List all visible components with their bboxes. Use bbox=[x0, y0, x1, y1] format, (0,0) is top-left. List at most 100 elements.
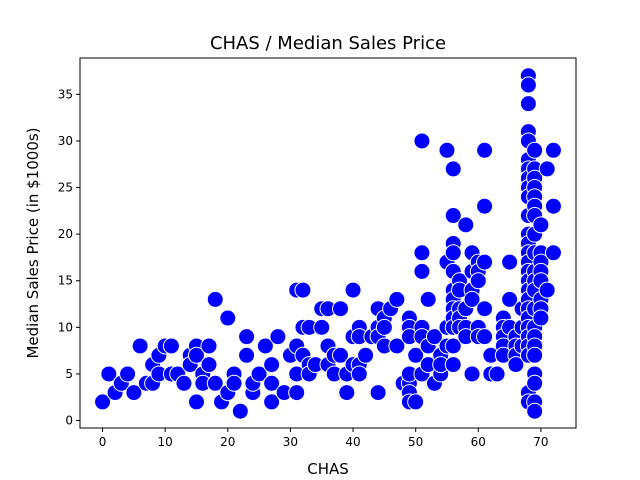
data-point bbox=[444, 207, 462, 225]
data-point bbox=[538, 160, 556, 178]
data-point bbox=[294, 281, 312, 299]
data-point bbox=[263, 374, 281, 392]
data-point bbox=[407, 346, 425, 364]
data-point bbox=[338, 384, 356, 402]
y-tick-label: 35 bbox=[58, 87, 73, 101]
data-point bbox=[413, 244, 431, 262]
data-point bbox=[544, 141, 562, 159]
data-point bbox=[332, 300, 350, 318]
x-axis-ticks: 0 10 20 30 40 50 60 70 bbox=[99, 428, 549, 449]
y-tick-label: 30 bbox=[58, 134, 73, 148]
data-point bbox=[200, 356, 218, 374]
x-tick-label: 10 bbox=[158, 435, 173, 449]
data-point bbox=[413, 132, 431, 150]
data-point bbox=[425, 328, 443, 346]
data-point bbox=[187, 346, 205, 364]
data-point bbox=[119, 365, 137, 383]
data-point bbox=[350, 365, 368, 383]
data-point bbox=[256, 337, 274, 355]
data-point bbox=[407, 393, 425, 411]
data-point bbox=[225, 374, 243, 392]
y-tick-label: 15 bbox=[58, 274, 73, 288]
data-point bbox=[526, 402, 544, 420]
data-point bbox=[162, 337, 180, 355]
plot-frame bbox=[79, 57, 577, 429]
data-point bbox=[526, 141, 544, 159]
y-tick-label: 5 bbox=[65, 367, 73, 381]
data-point bbox=[332, 346, 350, 364]
data-point bbox=[544, 197, 562, 215]
data-point bbox=[476, 253, 494, 271]
data-point bbox=[206, 374, 224, 392]
data-point bbox=[313, 318, 331, 336]
data-point bbox=[94, 393, 112, 411]
y-tick-label: 20 bbox=[58, 227, 73, 241]
x-axis-title: CHAS bbox=[307, 460, 349, 478]
y-tick-label: 25 bbox=[58, 181, 73, 195]
x-tick-label: 50 bbox=[408, 435, 423, 449]
data-point bbox=[444, 337, 462, 355]
data-point bbox=[501, 253, 519, 271]
data-point bbox=[269, 328, 287, 346]
data-point bbox=[476, 141, 494, 159]
data-point bbox=[444, 356, 462, 374]
data-point bbox=[263, 393, 281, 411]
data-point bbox=[444, 160, 462, 178]
data-point bbox=[519, 95, 537, 113]
data-point bbox=[463, 365, 481, 383]
data-point bbox=[488, 365, 506, 383]
chart-title: CHAS / Median Sales Price bbox=[210, 33, 446, 54]
data-point bbox=[507, 356, 525, 374]
data-point bbox=[357, 346, 375, 364]
data-point bbox=[388, 290, 406, 308]
data-point bbox=[476, 197, 494, 215]
x-tick-label: 60 bbox=[471, 435, 486, 449]
data-point bbox=[200, 337, 218, 355]
data-point bbox=[444, 244, 462, 262]
data-point bbox=[187, 393, 205, 411]
y-axis-ticks: 0 5 10 15 20 25 30 35 bbox=[58, 87, 80, 428]
data-points bbox=[94, 67, 562, 420]
y-tick-label: 10 bbox=[58, 320, 73, 334]
data-point bbox=[238, 346, 256, 364]
data-point bbox=[413, 262, 431, 280]
x-tick-label: 40 bbox=[345, 435, 360, 449]
x-tick-label: 0 bbox=[99, 435, 107, 449]
data-point bbox=[532, 216, 550, 234]
data-point bbox=[419, 290, 437, 308]
data-point bbox=[526, 346, 544, 364]
data-point bbox=[219, 309, 237, 327]
data-point bbox=[250, 365, 268, 383]
data-point bbox=[469, 272, 487, 290]
data-point bbox=[263, 356, 281, 374]
data-point bbox=[388, 337, 406, 355]
data-point bbox=[231, 402, 249, 420]
data-point bbox=[532, 309, 550, 327]
data-point bbox=[175, 374, 193, 392]
data-point bbox=[206, 290, 224, 308]
data-point bbox=[100, 365, 118, 383]
data-point bbox=[125, 384, 143, 402]
data-point bbox=[344, 281, 362, 299]
data-point bbox=[375, 318, 393, 336]
data-point bbox=[369, 384, 387, 402]
data-point bbox=[131, 337, 149, 355]
y-axis-title: Median Sales Price (in $1000s) bbox=[24, 127, 42, 358]
x-tick-label: 30 bbox=[283, 435, 298, 449]
y-tick-label: 0 bbox=[65, 414, 73, 428]
data-point bbox=[457, 216, 475, 234]
x-tick-label: 70 bbox=[533, 435, 548, 449]
data-point bbox=[288, 384, 306, 402]
data-point bbox=[238, 328, 256, 346]
data-point bbox=[476, 328, 494, 346]
data-point bbox=[438, 141, 456, 159]
data-point bbox=[463, 290, 481, 308]
data-point bbox=[538, 281, 556, 299]
data-point bbox=[501, 290, 519, 308]
data-point bbox=[519, 76, 537, 94]
data-point bbox=[526, 374, 544, 392]
data-point bbox=[544, 244, 562, 262]
data-point bbox=[476, 300, 494, 318]
